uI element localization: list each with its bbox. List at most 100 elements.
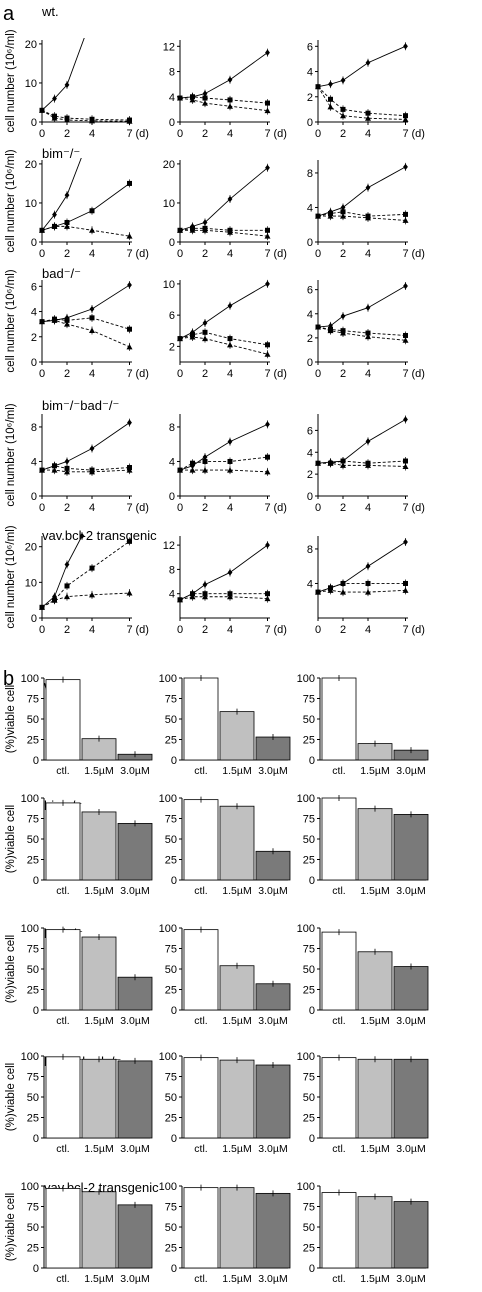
y-tick-label: 100 [159, 1051, 177, 1063]
y-tick-label: 0 [171, 1133, 177, 1145]
series-line-square [318, 86, 406, 117]
series-line-triangle [42, 319, 130, 348]
y-tick-label: 75 [303, 814, 315, 826]
viability-row: vav.bcl-2 transgenic(%)viable cell025507… [5, 1180, 429, 1285]
x-unit-label: (d) [136, 502, 149, 514]
y-tick-label: 2 [307, 333, 313, 345]
y-axis-label: (%)viable cell [5, 805, 17, 873]
x-tick-label: 4 [227, 502, 233, 514]
series-line-diamond [180, 167, 268, 231]
y-tick-label: 6 [307, 425, 313, 437]
y-tick-label: 50 [303, 714, 315, 726]
x-tick-label: 2 [340, 248, 346, 260]
bar-1 [219, 711, 255, 761]
x-tick-label: 4 [89, 624, 95, 636]
y-tick-label: 4 [169, 589, 175, 601]
growth-chart: 0 10 20 0 2 4 7 (d) [25, 158, 149, 260]
bar-chart: 0 25 50 75 100 ctl. 1.5µM 3.0µM [21, 673, 153, 777]
y-tick-label: 100 [159, 923, 177, 935]
y-tick-label: 0 [171, 755, 177, 767]
x-tick-label: 4 [89, 128, 95, 140]
bar-chart: 0 25 50 75 100 ctl. 1.5µM 3.0µM [21, 1181, 153, 1285]
y-tick-label: 75 [303, 1202, 315, 1214]
category-label: 1.5µM [360, 765, 389, 777]
bar-2 [117, 823, 153, 881]
y-tick-label: 100 [21, 793, 39, 805]
data-point-triangle [315, 460, 321, 466]
y-tick-label: 2 [307, 469, 313, 481]
viability-row: bim⁻/⁻(%)viable cell0255075100ctl.1.5µM3… [5, 793, 429, 897]
bar-0 [321, 1057, 357, 1139]
y-tick-label: 10 [25, 198, 37, 210]
y-tick-label: 25 [27, 1113, 39, 1125]
viability-row: bim⁻/⁻bad⁻/⁻(%)viable cell0255075100ctl.… [5, 1051, 429, 1155]
genotype-label: bim⁻/⁻bad⁻/⁻ [42, 398, 119, 413]
y-axis-label: cell number (10⁶/ml) [5, 29, 17, 132]
y-tick-label: 0 [33, 1133, 39, 1145]
x-unit-label: (d) [274, 502, 287, 514]
y-tick-label: 0 [307, 357, 313, 369]
series-line-diamond [42, 158, 82, 231]
x-tick-label: 0 [315, 128, 321, 140]
bar-chart: 0 25 50 75 100 ctl. 1.5µM 3.0µM [159, 923, 291, 1027]
y-tick-label: 8 [169, 422, 175, 434]
series-line-diamond [42, 535, 83, 608]
bar-2 [255, 983, 291, 1011]
x-tick-label: 4 [365, 502, 371, 514]
category-label: 1.5µM [360, 885, 389, 897]
y-tick-label: 0 [171, 1005, 177, 1017]
y-tick-label: 0 [31, 491, 37, 503]
growth-chart: 0 4 8 0 2 4 7 (d) [307, 160, 425, 260]
y-tick-label: 75 [165, 944, 177, 956]
x-unit-label: (d) [412, 624, 425, 636]
x-tick-label: 0 [177, 624, 183, 636]
x-tick-label: 7 [402, 624, 408, 636]
x-unit-label: (d) [412, 128, 425, 140]
category-label: ctl. [56, 765, 69, 777]
y-tick-label: 8 [169, 67, 175, 79]
x-tick-label: 4 [365, 128, 371, 140]
x-tick-label: 7 [402, 502, 408, 514]
bar-chart: 0 25 50 75 100 ctl. 1.5µM 3.0µM [297, 793, 429, 897]
data-point-triangle [177, 335, 183, 342]
bar-1 [81, 936, 117, 1011]
y-tick-label: 25 [303, 735, 315, 747]
x-tick-label: 4 [365, 248, 371, 260]
y-tick-label: 50 [303, 1092, 315, 1104]
bar-2 [255, 1064, 291, 1139]
growth-chart: 0 2 4 6 0 2 4 7 (d) [307, 280, 425, 380]
bar-0 [45, 1188, 81, 1269]
growth-chart: 0 4 8 0 2 4 7 (d) [31, 414, 149, 514]
x-tick-label: 0 [315, 624, 321, 636]
category-label: 3.0µM [120, 1015, 149, 1027]
category-label: 1.5µM [360, 1273, 389, 1285]
bar-chart: 0 25 50 75 100 ctl. 1.5µM 3.0µM [21, 923, 153, 1027]
data-point-triangle [177, 467, 183, 473]
category-label: ctl. [332, 1273, 345, 1285]
x-tick-label: 7 [402, 368, 408, 380]
y-tick-label: 100 [297, 1051, 315, 1063]
y-tick-label: 100 [21, 923, 39, 935]
y-tick-label: 4 [307, 202, 313, 214]
y-tick-label: 0 [309, 875, 315, 887]
y-axis-label: cell number (10⁶/ml) [5, 269, 17, 372]
category-label: 3.0µM [120, 765, 149, 777]
x-tick-label: 2 [202, 368, 208, 380]
y-tick-label: 0 [33, 755, 39, 767]
y-tick-label: 0 [309, 1005, 315, 1017]
y-tick-label: 0 [171, 875, 177, 887]
category-label: 3.0µM [396, 1143, 425, 1155]
series-line-diamond [42, 284, 130, 323]
y-axis-label: (%)viable cell [5, 935, 17, 1003]
y-tick-label: 25 [165, 855, 177, 867]
category-label: 1.5µM [222, 765, 251, 777]
x-tick-label: 7 [126, 624, 132, 636]
y-tick-label: 100 [159, 1181, 177, 1193]
y-tick-label: 12 [163, 41, 175, 53]
category-label: 3.0µM [396, 765, 425, 777]
y-tick-label: 50 [303, 964, 315, 976]
x-tick-label: 0 [39, 128, 45, 140]
bar-chart: 0 25 50 75 100 ctl. 1.5µM 3.0µM [159, 793, 291, 897]
data-point-triangle [39, 107, 45, 113]
x-tick-label: 7 [264, 624, 270, 636]
